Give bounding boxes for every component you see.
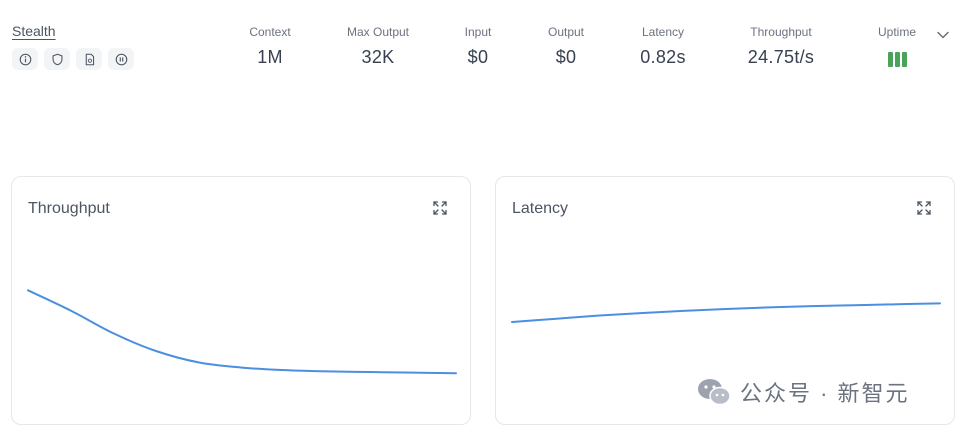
throughput-card: Throughput xyxy=(11,176,471,425)
uptime-bar xyxy=(901,52,907,67)
stat-uptime: Uptime xyxy=(878,25,916,67)
stat-label: Input xyxy=(464,25,492,39)
throughput-chart xyxy=(27,289,457,375)
stat-label: Uptime xyxy=(877,25,917,39)
info-badge[interactable] xyxy=(12,48,38,70)
shield-badge[interactable] xyxy=(44,48,70,70)
stat-value: $0 xyxy=(555,47,577,67)
latency-card: Latency xyxy=(495,176,955,425)
expand-icon[interactable] xyxy=(432,200,448,216)
stat-value: $0 xyxy=(467,47,489,67)
provider-block: Stealth xyxy=(12,23,134,70)
stat-label: Max Output xyxy=(346,25,410,39)
stat-value: 0.82s xyxy=(640,47,686,67)
pause-icon xyxy=(115,53,127,65)
stat-throughput: Throughput 24.75t/s xyxy=(748,25,814,68)
wechat-icon xyxy=(698,379,731,406)
stat-label: Throughput xyxy=(750,25,812,39)
stat-label: Output xyxy=(547,25,585,39)
uptime-bar xyxy=(894,52,900,67)
card-title: Throughput xyxy=(28,200,110,217)
stat-value: 1M xyxy=(257,47,283,67)
provider-name-link[interactable]: Stealth xyxy=(12,23,56,39)
uptime-bars[interactable] xyxy=(878,52,916,67)
shield-icon xyxy=(52,53,62,65)
series-line xyxy=(511,302,941,323)
stat-output: Output $0 xyxy=(548,25,584,68)
watermark: 公众号 · 新智元 xyxy=(696,376,910,408)
info-icon xyxy=(19,53,31,65)
document-icon xyxy=(85,53,94,65)
stat-value: 24.75t/s xyxy=(747,47,815,67)
stat-max-output: Max Output 32K xyxy=(347,25,409,68)
series-line xyxy=(27,289,457,375)
watermark-text: 公众号 · 新智元 xyxy=(740,381,910,406)
provider-badges xyxy=(12,48,134,70)
stat-context: Context 1M xyxy=(249,25,290,68)
expand-icon[interactable] xyxy=(916,200,932,216)
stat-label: Latency xyxy=(641,25,685,39)
document-badge[interactable] xyxy=(76,48,102,70)
stat-label: Context xyxy=(249,25,291,39)
stat-latency: Latency 0.82s xyxy=(640,25,686,68)
card-title: Latency xyxy=(512,200,569,217)
stat-value: 32K xyxy=(361,47,395,67)
latency-chart xyxy=(511,302,941,323)
pause-badge[interactable] xyxy=(108,48,134,70)
stat-input: Input $0 xyxy=(465,25,492,68)
uptime-bar xyxy=(887,52,893,67)
chevron-down-icon[interactable] xyxy=(936,30,950,40)
